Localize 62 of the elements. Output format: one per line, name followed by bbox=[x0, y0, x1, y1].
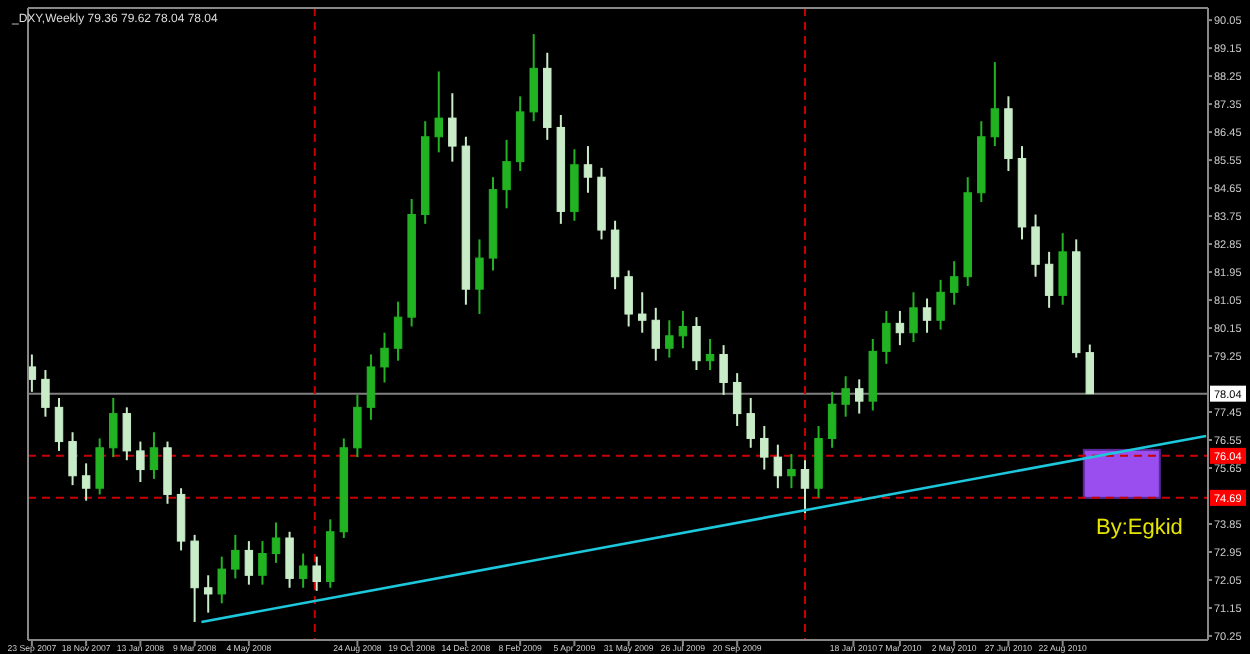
candlestick bbox=[895, 309, 905, 347]
candlestick bbox=[624, 269, 633, 328]
candlestick bbox=[800, 459, 810, 515]
candlestick bbox=[855, 378, 864, 415]
candlestick bbox=[109, 397, 118, 459]
candlestick bbox=[298, 552, 308, 589]
candlestick bbox=[434, 70, 443, 154]
candlestick bbox=[366, 353, 376, 421]
candlestick bbox=[1044, 250, 1054, 309]
candlestick bbox=[393, 300, 403, 362]
candlestick bbox=[68, 431, 77, 487]
candlestick bbox=[353, 393, 362, 459]
candlestick bbox=[258, 540, 267, 586]
candlestick bbox=[95, 437, 104, 496]
candlestick bbox=[502, 138, 511, 210]
candlestick bbox=[665, 319, 674, 359]
candlestick bbox=[475, 238, 484, 316]
candlestick bbox=[746, 397, 755, 449]
candlestick bbox=[827, 390, 837, 449]
candlestick bbox=[190, 533, 199, 623]
candlestick bbox=[637, 291, 647, 334]
candlestick bbox=[610, 219, 620, 291]
candlestick bbox=[285, 530, 294, 589]
candlestick bbox=[176, 487, 186, 552]
candlestick bbox=[1058, 232, 1067, 306]
candlestick bbox=[705, 337, 715, 372]
candlestick bbox=[149, 431, 159, 480]
annotation: By:Egkid bbox=[1096, 516, 1183, 540]
candlestick bbox=[922, 297, 932, 334]
candlestick bbox=[651, 306, 661, 362]
candlestick bbox=[529, 33, 538, 123]
candlestick bbox=[732, 372, 742, 428]
candlestick bbox=[231, 533, 240, 580]
candlestick bbox=[692, 316, 701, 372]
candlestick bbox=[909, 291, 918, 344]
candlestick bbox=[244, 540, 254, 586]
candlestick bbox=[678, 309, 688, 350]
candlestick bbox=[380, 331, 389, 384]
candlestick bbox=[949, 260, 959, 306]
candlestick bbox=[136, 440, 145, 483]
candlestick bbox=[163, 440, 172, 505]
candlestick bbox=[312, 555, 321, 592]
candlestick bbox=[583, 145, 593, 194]
candlestick bbox=[54, 397, 64, 452]
candlestick bbox=[217, 555, 226, 605]
candlestick bbox=[81, 462, 91, 502]
candlestick bbox=[787, 453, 796, 490]
candlestick bbox=[936, 278, 945, 331]
candlestick bbox=[122, 406, 132, 462]
candlestick bbox=[841, 375, 850, 418]
candlestick bbox=[719, 344, 728, 396]
candlestick bbox=[1031, 213, 1040, 278]
candlestick bbox=[271, 521, 281, 564]
candlestick bbox=[448, 92, 457, 163]
candlestick bbox=[882, 309, 891, 365]
candlestick bbox=[570, 148, 579, 222]
candlestick bbox=[760, 425, 769, 471]
candlestick bbox=[1085, 343, 1095, 395]
candlestick bbox=[41, 369, 50, 418]
candlestick bbox=[990, 61, 1000, 148]
candlestick bbox=[773, 443, 783, 490]
candlestick bbox=[203, 574, 213, 614]
